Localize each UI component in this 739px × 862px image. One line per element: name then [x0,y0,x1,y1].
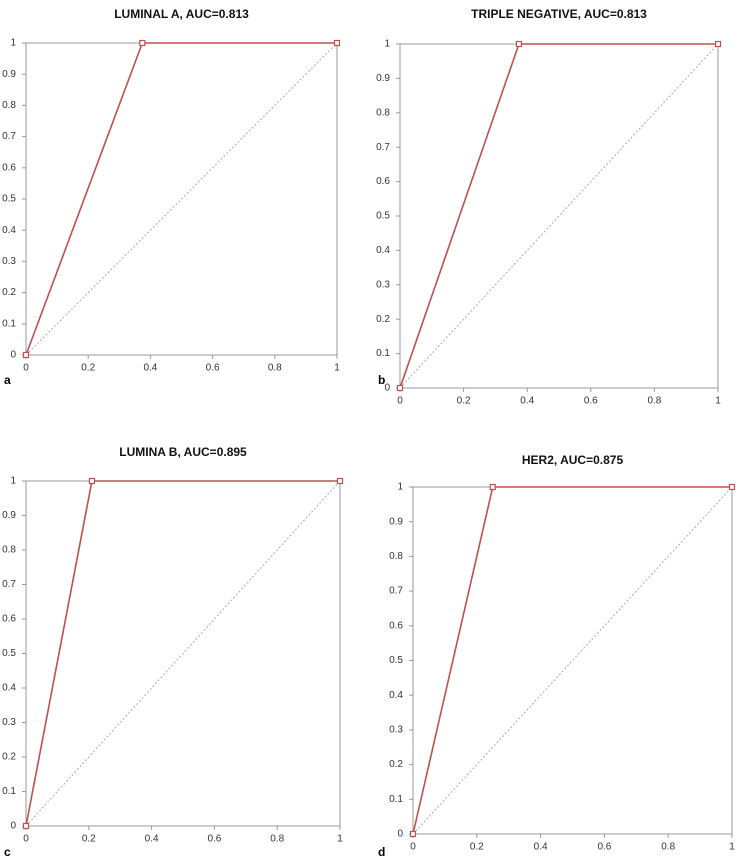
y-tick-label: 0.3 [376,279,390,290]
x-tick-label: 0.4 [534,842,548,853]
x-tick-label: 0.2 [82,834,96,845]
x-tick-label: 0 [23,834,29,845]
x-tick-label: 0.2 [457,396,471,407]
y-tick-label: 0.5 [389,655,403,666]
y-tick-label: 0 [397,829,403,840]
x-tick-label: 0.4 [143,363,157,374]
y-tick-label: 0.6 [2,614,16,625]
x-tick-label: 0.8 [647,396,661,407]
roc-curve [399,43,718,389]
x-tick-label: 1 [337,834,343,845]
y-tick-label: 0 [384,383,390,394]
y-tick-label: 0.3 [389,725,403,736]
reference-line [412,486,733,835]
y-tick-label: 0.1 [376,348,390,359]
roc-point [515,40,523,48]
reference-line [25,42,338,356]
roc-point [336,477,344,485]
roc-point [714,40,722,48]
y-tick-label: 0.1 [2,786,16,797]
roc-point [333,39,341,47]
y-tick-label: 0.9 [2,69,16,80]
x-tick-label: 0.4 [145,834,159,845]
chart-title: TRIPLE NEGATIVE, AUC=0.813 [471,7,647,21]
reference-line [399,43,719,389]
y-tick-label: 0 [10,821,16,832]
panel-label: c [4,845,11,859]
roc-point [396,384,404,392]
y-tick-label: 1 [10,476,16,487]
y-tick-label: 0.4 [2,683,16,694]
y-tick-label: 0.2 [2,752,16,763]
x-tick-label: 1 [334,363,340,374]
x-tick-label: 1 [729,842,735,853]
y-tick-label: 0.8 [376,107,390,118]
x-tick-label: 0.8 [270,834,284,845]
x-tick-label: 0.6 [597,842,611,853]
roc-point [22,822,30,830]
chart-title: LUMINAL A, AUC=0.813 [114,7,249,21]
y-tick-label: 0.4 [376,245,390,256]
roc-point [409,830,417,838]
y-tick-label: 0.8 [2,545,16,556]
y-tick-label: 0.7 [2,579,16,590]
chart-title: HER2, AUC=0.875 [522,453,624,467]
y-tick-label: 0.5 [376,211,390,222]
y-tick-label: 0.8 [2,100,16,111]
x-tick-label: 0.2 [470,842,484,853]
chart-panel: LUMINAL A, AUC=0.813 a 0 0.1 0.2 0.3 0.4 0.5 0.6… [2,7,340,387]
y-tick-label: 0.9 [376,73,390,84]
y-tick-label: 0.3 [2,717,16,728]
x-tick-label: 0.6 [206,363,220,374]
roc-point [22,351,30,359]
y-tick-label: 0.6 [389,620,403,631]
reference-line [25,480,341,827]
panel-label: a [4,373,11,387]
chart-title: LUMINA B, AUC=0.895 [119,445,247,459]
panel-label: b [378,373,385,387]
x-tick-label: 0 [397,396,403,407]
y-tick-label: 0.4 [2,225,16,236]
y-tick-label: 0.7 [389,586,403,597]
y-tick-label: 0.1 [2,318,16,329]
y-tick-label: 1 [384,39,390,50]
y-tick-label: 0 [10,350,16,361]
y-tick-label: 0.6 [2,162,16,173]
x-tick-label: 0 [23,363,29,374]
y-tick-label: 1 [10,38,16,49]
y-tick-label: 0.6 [376,176,390,187]
y-tick-label: 0.7 [376,142,390,153]
roc-point [88,477,96,485]
y-tick-label: 0.2 [389,759,403,770]
x-tick-label: 0.4 [520,396,534,407]
x-tick-label: 0.8 [661,842,675,853]
x-tick-label: 0.6 [584,396,598,407]
y-tick-label: 0.4 [389,690,403,701]
chart-panel: TRIPLE NEGATIVE, AUC=0.813b00.10.20.30.4… [376,7,721,406]
y-tick-label: 0.8 [389,551,403,562]
x-tick-label: 1 [715,396,721,407]
y-tick-label: 1 [397,482,403,493]
y-tick-label: 0.5 [2,648,16,659]
y-tick-label: 0.2 [376,314,390,325]
roc-point [728,483,736,491]
x-tick-label: 0.8 [268,363,282,374]
y-tick-label: 0.3 [2,256,16,267]
chart-panel: HER2, AUC=0.875 d 0 0.1 0.2 0.3 0.4 0.5 0.6 0.7 0.… [378,453,735,859]
x-tick-label: 0.6 [207,834,221,845]
roc-point [489,483,496,491]
y-tick-label: 0.2 [2,287,16,298]
plot-frame [399,43,719,389]
y-tick-label: 0.7 [2,131,16,142]
roc-point [139,39,146,47]
chart-panel: LUMINA B, AUC=0.895 c 0 0.1 0.2 0.3 0.4 0.5 0.6 0… [2,445,343,859]
y-tick-label: 0.5 [2,194,16,205]
panel-label: d [378,845,385,859]
x-tick-label: 0.2 [81,363,95,374]
y-tick-label: 0.9 [389,516,403,527]
y-tick-label: 0.9 [2,510,16,521]
y-tick-label: 0.1 [389,794,403,805]
x-tick-label: 0 [410,842,416,853]
